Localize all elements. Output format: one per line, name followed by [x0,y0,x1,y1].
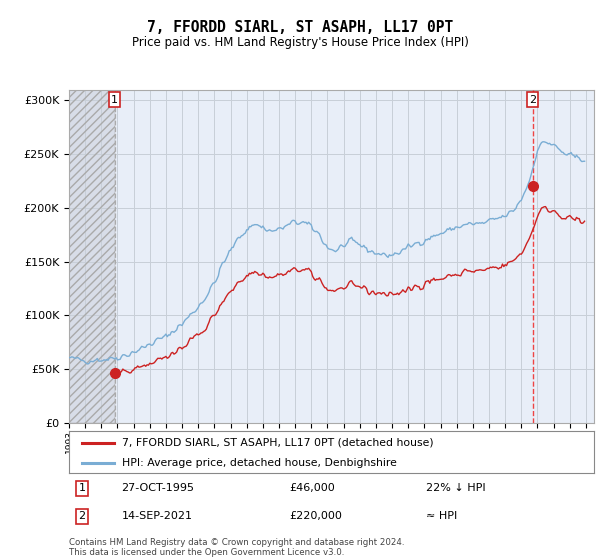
Text: 1: 1 [111,95,118,105]
Text: HPI: Average price, detached house, Denbighshire: HPI: Average price, detached house, Denb… [121,458,397,468]
Text: £220,000: £220,000 [290,511,343,521]
Text: 14-SEP-2021: 14-SEP-2021 [121,511,193,521]
Text: 27-OCT-1995: 27-OCT-1995 [121,483,194,493]
Text: 2: 2 [529,95,536,105]
Text: Contains HM Land Registry data © Crown copyright and database right 2024.
This d: Contains HM Land Registry data © Crown c… [69,538,404,557]
Text: 7, FFORDD SIARL, ST ASAPH, LL17 0PT (detached house): 7, FFORDD SIARL, ST ASAPH, LL17 0PT (det… [121,438,433,448]
Bar [69,90,115,423]
Text: £46,000: £46,000 [290,483,335,493]
Text: ≈ HPI: ≈ HPI [426,511,457,521]
Text: 22% ↓ HPI: 22% ↓ HPI [426,483,485,493]
Text: Price paid vs. HM Land Registry's House Price Index (HPI): Price paid vs. HM Land Registry's House … [131,36,469,49]
Text: 7, FFORDD SIARL, ST ASAPH, LL17 0PT: 7, FFORDD SIARL, ST ASAPH, LL17 0PT [147,20,453,35]
Text: 1: 1 [79,483,86,493]
Text: 2: 2 [79,511,86,521]
